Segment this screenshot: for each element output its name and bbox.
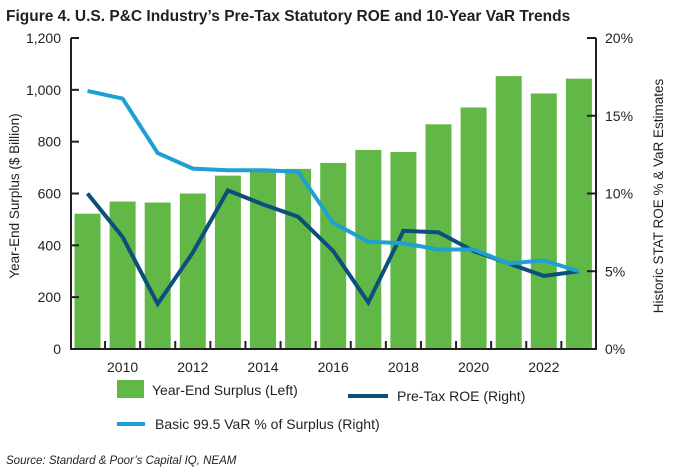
y2-tick-label: 15% [605,108,633,124]
bar-surplus-2022 [531,93,557,349]
bar-surplus-2012 [180,194,206,350]
y-axis-label: Year-End Surplus ($ Billion) [7,113,22,278]
y-tick-label: 0 [53,341,61,357]
legend-label-var: Basic 99.5 VaR % of Surplus (Right) [155,416,380,432]
legend-label-surplus: Year-End Surplus (Left) [152,382,298,398]
x-tick-label: 2016 [318,359,349,375]
y-tick-label: 600 [38,186,62,202]
bar-surplus-2009 [75,214,101,349]
y2-tick-label: 10% [605,186,633,202]
y-tick-label: 1,200 [26,30,61,46]
legend-label-roe: Pre-Tax ROE (Right) [397,388,525,404]
chart-title: Figure 4. U.S. P&C Industry’s Pre-Tax St… [6,8,570,25]
x-tick-label: 2012 [177,359,208,375]
y-tick-label: 800 [38,134,62,150]
y2-tick-label: 0% [605,341,625,357]
y2-tick-label: 20% [605,30,633,46]
y-tick-label: 200 [38,289,62,305]
bar-surplus-2021 [496,76,522,349]
bar-surplus-2011 [145,203,171,349]
y2-axis-label: Historic STAT ROE % & VaR Estimates [651,78,666,313]
bar-surplus-2013 [215,176,241,349]
bar-surplus-2023 [566,79,592,349]
bar-surplus-2016 [320,163,346,349]
bar-surplus-2017 [355,150,381,349]
x-tick-label: 2014 [247,359,278,375]
x-tick-label: 2018 [388,359,419,375]
source-note: Source: Standard & Poor’s Capital IQ, NE… [6,455,237,467]
x-tick-label: 2022 [528,359,559,375]
bar-surplus-2015 [285,169,311,349]
y-tick-label: 400 [38,237,62,253]
legend-swatch-surplus [117,380,144,398]
x-tick-label: 2020 [458,359,489,375]
bar-surplus-2020 [461,107,487,349]
bar-surplus-2014 [250,172,276,349]
y2-tick-label: 5% [605,263,625,279]
x-tick-label: 2010 [107,359,138,375]
y-tick-label: 1,000 [26,82,61,98]
